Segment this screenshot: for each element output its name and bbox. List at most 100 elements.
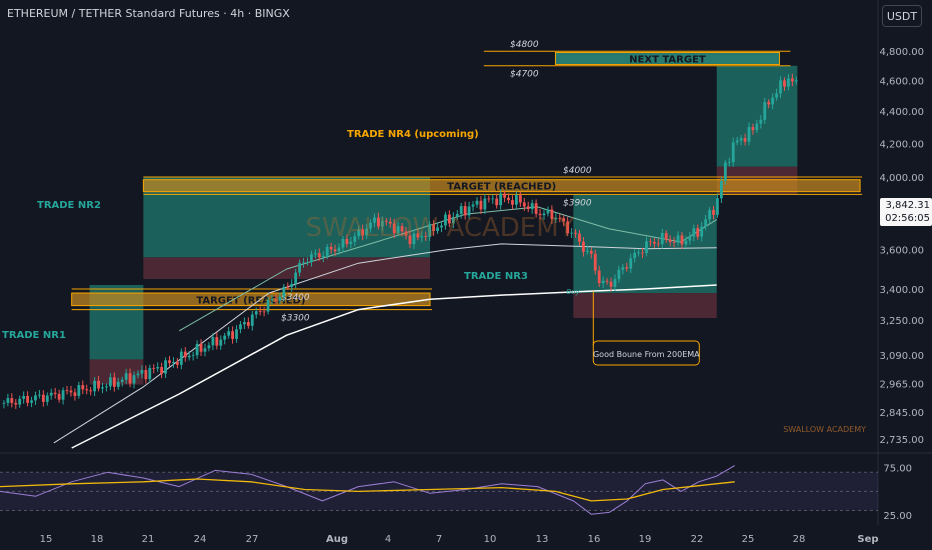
candle-body xyxy=(243,322,246,325)
candle-body xyxy=(530,203,534,209)
candle-body xyxy=(534,203,538,214)
trade-loss-zone-2 xyxy=(143,257,431,279)
candles xyxy=(2,73,798,410)
candle-body xyxy=(45,395,49,402)
time-tick-label: Aug xyxy=(326,534,348,545)
candle-body xyxy=(73,392,77,396)
trade-label-1: TRADE NR1 xyxy=(2,330,66,341)
candle-body xyxy=(266,300,270,312)
candle-body xyxy=(61,390,65,400)
candle-body xyxy=(148,367,152,380)
candle-body xyxy=(593,253,597,271)
bar-countdown: 02:56:05 xyxy=(885,213,930,224)
candle-body xyxy=(6,398,10,403)
target-box-label-1: NEXT TARGET xyxy=(629,54,706,65)
trade-label-3: TRADE NR3 xyxy=(464,271,528,282)
candle-body xyxy=(526,206,530,209)
candle-body xyxy=(239,324,242,330)
price-tick-label: 4,000.00 xyxy=(879,173,924,184)
trade-label-2: TRADE NR2 xyxy=(37,200,101,211)
candle-body xyxy=(633,252,637,259)
rsi-tick-label: 75.00 xyxy=(883,464,912,475)
candle-body xyxy=(487,198,491,200)
candle-body xyxy=(668,239,672,242)
price-tick-label: 2,845.00 xyxy=(879,408,924,419)
candle-body xyxy=(408,235,412,245)
candle-body xyxy=(676,235,680,243)
candle-body xyxy=(404,231,408,236)
candle-body xyxy=(69,390,73,393)
candle-body xyxy=(369,222,372,229)
candle-body xyxy=(18,398,22,405)
candle-body xyxy=(499,193,503,206)
candle-body xyxy=(345,238,349,244)
candle-body xyxy=(65,390,69,392)
candle-body xyxy=(775,93,778,98)
candle-body xyxy=(692,228,696,237)
candle-body xyxy=(34,395,37,401)
candle-body xyxy=(168,360,171,364)
candle-body xyxy=(515,195,518,205)
trade-profit-zone-3 xyxy=(573,194,717,294)
level-label-1: $4800 xyxy=(510,40,539,50)
candle-body xyxy=(81,385,85,390)
candle-body xyxy=(164,360,167,374)
candle-body xyxy=(22,395,26,399)
candle-body xyxy=(475,200,479,205)
currency-button[interactable]: USDT xyxy=(882,5,922,27)
candle-body xyxy=(152,367,156,369)
candle-body xyxy=(759,119,763,124)
candle-body xyxy=(120,379,124,382)
rsi-tick-label: 25.00 xyxy=(883,511,912,522)
candle-body xyxy=(254,311,258,315)
candle-body xyxy=(459,206,463,214)
candle-body xyxy=(105,386,108,388)
candle-body xyxy=(136,373,140,376)
time-tick-label: 21 xyxy=(142,534,155,545)
candle-body xyxy=(507,197,510,201)
level-label-4: $3900 xyxy=(563,198,592,208)
candle-body xyxy=(353,236,357,242)
candle-body xyxy=(187,355,191,358)
candle-body xyxy=(719,181,723,199)
candle-body xyxy=(444,214,447,226)
candle-body xyxy=(49,392,53,396)
candle-body xyxy=(479,200,483,210)
candle-body xyxy=(771,97,775,105)
candle-body xyxy=(93,380,97,392)
candle-body xyxy=(617,269,621,280)
time-tick-label: Sep xyxy=(857,534,878,545)
candle-body xyxy=(132,375,136,384)
candle-body xyxy=(601,280,605,284)
price-tick-label: 2,965.00 xyxy=(879,379,924,390)
candle-body xyxy=(680,235,684,245)
candle-body xyxy=(333,249,337,252)
time-tick-label: 24 xyxy=(194,534,207,545)
candle-body xyxy=(290,283,294,288)
candle-body xyxy=(108,377,112,387)
candle-body xyxy=(570,232,573,234)
candle-body xyxy=(349,241,353,244)
current-price: 3,842.31 xyxy=(885,200,930,211)
candle-body xyxy=(321,255,325,258)
candle-body xyxy=(621,267,625,270)
time-tick-label: 27 xyxy=(246,534,259,545)
candle-body xyxy=(373,217,376,223)
candle-body xyxy=(436,227,439,231)
candle-body xyxy=(270,299,274,301)
candle-body xyxy=(278,296,282,301)
candle-body xyxy=(416,233,420,238)
candle-body xyxy=(250,314,254,326)
candle-body xyxy=(175,362,179,365)
candle-body xyxy=(10,398,14,403)
candle-body xyxy=(329,246,333,250)
candle-body xyxy=(337,247,341,252)
candle-body xyxy=(116,381,120,387)
candle-body xyxy=(672,241,676,243)
candle-body xyxy=(85,389,89,391)
candle-body xyxy=(53,392,57,394)
rsi-line xyxy=(0,465,735,515)
rsi-ma-line xyxy=(0,478,735,502)
candle-body xyxy=(755,123,759,131)
